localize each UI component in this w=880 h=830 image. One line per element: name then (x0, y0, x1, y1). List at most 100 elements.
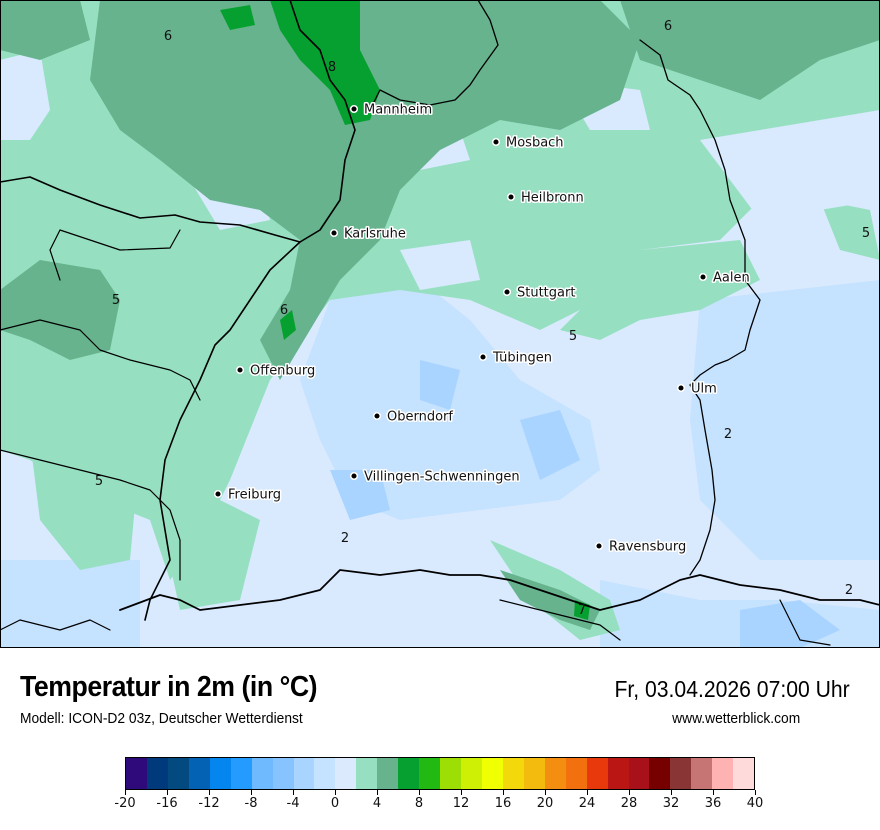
colorbar-bin (272, 758, 294, 789)
tick-label: 28 (620, 796, 638, 811)
city-label: Freiburg (228, 488, 281, 503)
tick-label: 24 (578, 796, 596, 811)
city-dot-icon (491, 137, 501, 147)
tick-mark (754, 790, 756, 795)
colorbar-bin (314, 758, 336, 789)
contour-value-label: 2 (845, 583, 853, 598)
city-villingen-schwenningen: Villingen-Schwenningen (349, 468, 521, 486)
tick-label: 8 (414, 796, 424, 811)
colder-patches (330, 360, 840, 648)
city-label: Tübingen (492, 351, 552, 366)
tick-mark (670, 790, 672, 795)
tick-label: -16 (156, 796, 178, 811)
tick-label: -12 (198, 796, 220, 811)
colorbar-bin (398, 758, 420, 789)
tick-label: 40 (746, 796, 764, 811)
tick-mark (544, 790, 546, 795)
tick-mark (502, 790, 504, 795)
city-label: Mosbach (506, 136, 564, 151)
contour-value-label: 5 (862, 226, 870, 241)
city-dot-icon (698, 272, 708, 282)
colorbar-bin (733, 758, 755, 789)
city-dot-icon (502, 287, 512, 297)
contour-value-label: 5 (112, 293, 120, 308)
city-ulm: Ulm (676, 380, 718, 398)
colorbar-bin (188, 758, 210, 789)
city-dot-icon (349, 471, 359, 481)
colorbar-bin (670, 758, 692, 789)
warm-region (0, 0, 880, 630)
colorbar-bin (712, 758, 734, 789)
contour-value-label: 5 (569, 329, 577, 344)
contour-value-label: 6 (164, 29, 172, 44)
value-labels: 6 8 6 5 5 6 5 2 5 2 7 2 (95, 19, 870, 618)
forecast-datetime: Fr, 03.04.2026 07:00 Uhr (614, 676, 850, 702)
tick-mark (376, 790, 378, 795)
city-label: Ravensburg (609, 540, 686, 555)
colorbar-bin (691, 758, 713, 789)
city-dot-icon (594, 541, 604, 551)
city-label: Aalen (713, 271, 750, 286)
city-label: Villingen-Schwenningen (364, 470, 520, 485)
colorbar-ticks: -20 -16 -12 -8 -4 0 4 8 12 16 20 24 28 32 36 40 (114, 790, 763, 820)
colorbar-bin (419, 758, 441, 789)
city-stuttgart: Stuttgart (502, 284, 577, 302)
city-heilbronn: Heilbronn (506, 189, 585, 207)
colorbar-bin (230, 758, 252, 789)
colorbar-bin (209, 758, 231, 789)
colorbar-bin (565, 758, 587, 789)
city-dot-icon (213, 489, 223, 499)
city-dot-icon (478, 352, 488, 362)
tick-mark (208, 790, 210, 795)
colorbar-bin (461, 758, 482, 789)
city-label: Ulm (691, 382, 717, 397)
contour-value-label: 7 (578, 603, 586, 618)
city-oberndorf: Oberndorf (372, 408, 455, 426)
website-link[interactable]: www.wetterblick.com (671, 710, 800, 727)
city-tübingen: Tübingen (478, 349, 554, 367)
tick-label: 20 (536, 796, 554, 811)
tick-mark (124, 790, 126, 795)
chart-title: Temperatur in 2m (in °C) (20, 671, 318, 703)
city-dot-icon (349, 104, 359, 114)
tick-mark (250, 790, 252, 795)
colorbar-bin (251, 758, 273, 789)
city-karlsruhe: Karlsruhe (329, 225, 407, 243)
colorbar-bin (586, 758, 608, 789)
city-dot-icon (329, 228, 339, 238)
tick-label: 0 (330, 796, 340, 811)
colorbar-bin (523, 758, 545, 789)
tick-mark (292, 790, 294, 795)
city-aalen: Aalen (698, 269, 751, 287)
colorbar-bin (544, 758, 566, 789)
model-source: Modell: ICON-D2 03z, Deutscher Wetterdie… (20, 710, 303, 727)
city-freiburg: Freiburg (213, 486, 283, 504)
tick-label: 16 (494, 796, 512, 811)
temperature-colorbar (125, 757, 755, 790)
contour-value-label: 6 (664, 19, 672, 34)
tick-label: 4 (372, 796, 382, 811)
city-dot-icon (676, 383, 686, 393)
tick-label: 12 (452, 796, 470, 811)
contour-value-label: 5 (95, 474, 103, 489)
city-mosbach: Mosbach (491, 134, 565, 152)
colorbar-bin (146, 758, 168, 789)
colorbar-bin (126, 758, 147, 789)
city-offenburg: Offenburg (235, 362, 317, 380)
city-label: Offenburg (250, 364, 315, 379)
city-ravensburg: Ravensburg (594, 538, 688, 556)
colorbar-bin (377, 758, 399, 789)
city-dot-icon (372, 411, 382, 421)
colorbar-bin (649, 758, 671, 789)
tick-label: 36 (704, 796, 722, 811)
contour-value-label: 2 (724, 427, 732, 442)
city-label: Mannheim (364, 103, 432, 118)
colorbar-bin (335, 758, 357, 789)
temperature-map: Mannheim Mosbach Heilbronn Karlsruhe Aalen St… (0, 0, 880, 648)
tick-label: -20 (114, 796, 136, 811)
colorbar-bin (167, 758, 189, 789)
city-dot-icon (506, 192, 516, 202)
city-label: Heilbronn (521, 191, 584, 206)
contour-value-label: 2 (341, 531, 349, 546)
tick-mark (628, 790, 630, 795)
